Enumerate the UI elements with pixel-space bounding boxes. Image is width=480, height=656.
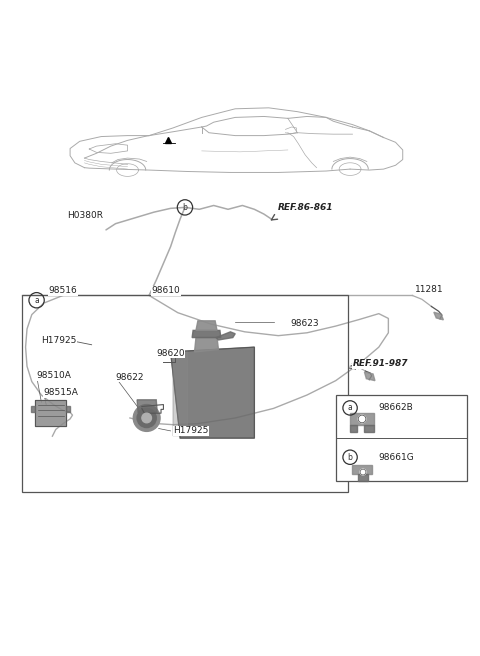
- Text: 98661G: 98661G: [379, 453, 415, 462]
- Text: 98515A: 98515A: [44, 388, 79, 397]
- Polygon shape: [170, 347, 254, 438]
- Polygon shape: [192, 331, 221, 338]
- Text: REF.86-861: REF.86-861: [278, 203, 334, 212]
- Text: H17925: H17925: [173, 426, 208, 436]
- Polygon shape: [350, 413, 374, 424]
- Bar: [22, 295, 348, 492]
- Polygon shape: [358, 474, 368, 481]
- Polygon shape: [350, 424, 357, 432]
- Circle shape: [142, 413, 152, 422]
- Text: 11281: 11281: [415, 285, 444, 294]
- Circle shape: [133, 405, 160, 432]
- Text: a: a: [34, 296, 39, 305]
- Text: b: b: [182, 203, 187, 212]
- Circle shape: [358, 415, 366, 422]
- Polygon shape: [173, 352, 187, 436]
- Polygon shape: [352, 465, 372, 474]
- Text: b: b: [348, 453, 352, 462]
- Bar: [336, 395, 468, 481]
- Text: H0380R: H0380R: [68, 211, 104, 220]
- Text: 98620: 98620: [156, 349, 185, 358]
- Text: H17925: H17925: [41, 337, 77, 346]
- Polygon shape: [364, 372, 375, 380]
- Text: REF.91-987: REF.91-987: [352, 359, 408, 369]
- Polygon shape: [35, 400, 66, 426]
- Text: REF.91-987: REF.91-987: [352, 359, 408, 369]
- Polygon shape: [216, 332, 235, 340]
- Text: 98622: 98622: [116, 373, 144, 382]
- Polygon shape: [66, 405, 70, 412]
- Polygon shape: [194, 338, 218, 352]
- Text: REF.86-861: REF.86-861: [278, 203, 334, 212]
- Circle shape: [137, 409, 156, 428]
- Text: 98610: 98610: [152, 286, 180, 295]
- Polygon shape: [137, 400, 157, 412]
- Text: 98623: 98623: [290, 319, 319, 328]
- Polygon shape: [31, 405, 35, 412]
- Text: 98516: 98516: [48, 286, 77, 295]
- Circle shape: [360, 469, 366, 475]
- Polygon shape: [196, 321, 217, 331]
- Text: 98662B: 98662B: [379, 403, 414, 413]
- Text: 98510A: 98510A: [36, 371, 72, 380]
- Text: a: a: [348, 403, 352, 413]
- Polygon shape: [364, 424, 374, 432]
- Polygon shape: [434, 312, 444, 320]
